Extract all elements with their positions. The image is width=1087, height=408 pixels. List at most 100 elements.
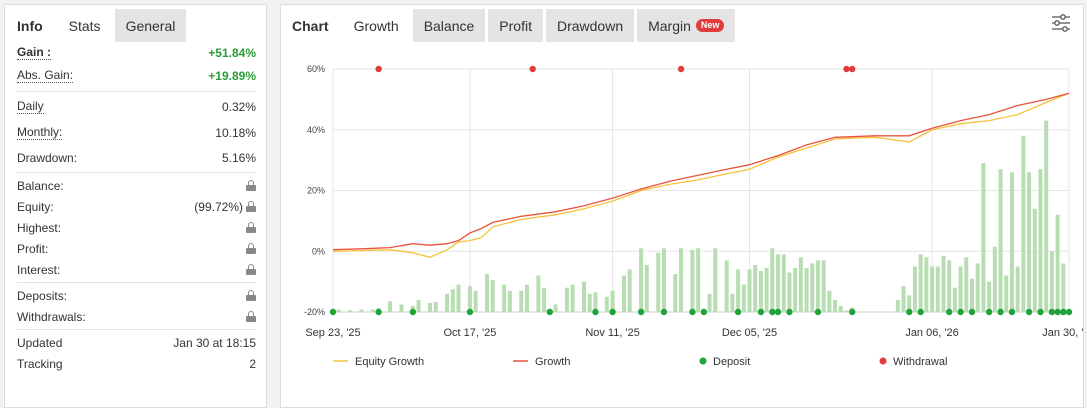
updated-value: Jan 30 at 18:15	[173, 335, 256, 350]
deposit-marker	[1008, 308, 1016, 316]
chart-bar	[821, 260, 826, 312]
chart-panel: Chart Growth Balance Profit Drawdown Mar…	[280, 4, 1084, 408]
chart-bar	[690, 249, 695, 312]
tab-general[interactable]: General	[114, 9, 187, 42]
chart-bar	[958, 266, 963, 312]
lock-icon	[246, 180, 256, 191]
deposit-marker	[689, 308, 696, 316]
drawdown-label: Drawdown:	[17, 151, 78, 165]
stat-tracking: Tracking 2	[17, 353, 256, 374]
deposit-marker	[848, 308, 856, 316]
stat-abs-gain: Abs. Gain: +19.89%	[17, 63, 256, 89]
legend-label: Deposit	[713, 356, 750, 368]
equity-label: Equity:	[17, 199, 54, 214]
deposit-marker	[409, 308, 417, 316]
chart-bar	[844, 310, 849, 312]
chart-bar	[1021, 135, 1026, 312]
deposit-marker	[917, 308, 924, 316]
deposit-marker	[985, 308, 993, 316]
chart-legend: Equity Growth Growth Deposit Withdrawal	[333, 356, 947, 368]
chart-bar	[1061, 263, 1066, 312]
chart-bar	[336, 309, 341, 312]
deposit-marker	[466, 308, 474, 316]
deposit-marker	[945, 308, 953, 316]
daily-label[interactable]: Daily	[17, 99, 44, 114]
abs-gain-value: +19.89%	[208, 69, 256, 83]
deposit-marker	[1060, 308, 1067, 316]
chart-bar	[952, 287, 957, 312]
chart-bar	[445, 293, 450, 312]
divider	[17, 91, 256, 92]
chart-bar	[930, 266, 935, 312]
chart-bar	[736, 269, 741, 312]
chart-bar	[941, 255, 946, 312]
stat-deposits: Deposits:	[17, 285, 256, 306]
monthly-label[interactable]: Monthly:	[17, 125, 63, 140]
sliders-icon[interactable]	[1051, 14, 1071, 32]
chart-bar	[776, 254, 781, 312]
chart-bar	[781, 254, 786, 312]
deposit-marker	[957, 308, 964, 316]
stat-withdrawals: Withdrawals:	[17, 306, 256, 327]
chart-bar	[467, 286, 472, 312]
divider	[17, 282, 256, 283]
tab-balance[interactable]: Balance	[412, 9, 486, 42]
chart-bar	[741, 284, 746, 312]
tab-chart[interactable]: Chart	[292, 17, 329, 34]
chart-bar	[1055, 214, 1060, 312]
chart-bar	[975, 263, 980, 312]
deposit-marker	[700, 308, 708, 316]
chart-bar	[644, 264, 649, 312]
deposit-marker	[769, 308, 776, 316]
chart-bars	[331, 120, 1071, 312]
lock-icon	[246, 311, 256, 322]
chart-bar	[758, 270, 763, 312]
abs-gain-label[interactable]: Abs. Gain:	[17, 68, 74, 83]
balance-label: Balance:	[17, 178, 64, 193]
tab-info[interactable]: Info	[17, 17, 43, 34]
deposit-marker	[592, 308, 599, 316]
x-tick-label: Jan 30, '26	[1042, 327, 1083, 339]
deposit-marker	[546, 308, 554, 316]
chart-bar	[456, 284, 461, 312]
chart-bar	[787, 272, 792, 312]
divider	[17, 172, 256, 173]
chart-bar	[416, 299, 421, 312]
x-tick-label: Oct 17, '25	[444, 327, 497, 339]
chart-bar	[553, 304, 558, 312]
highest-label: Highest:	[17, 220, 62, 235]
x-tick-label: Dec 05, '25	[722, 327, 777, 339]
chart-bar	[753, 264, 758, 312]
chart-bar	[1009, 172, 1014, 312]
withdrawal-marker	[848, 65, 856, 73]
chart-bar	[661, 248, 666, 312]
tab-margin[interactable]: Margin New	[637, 9, 736, 42]
chart-bar	[1038, 169, 1043, 312]
legend-swatch	[699, 357, 707, 365]
chart-bar	[564, 287, 569, 312]
chart-bar	[587, 293, 592, 312]
tab-drawdown[interactable]: Drawdown	[545, 9, 635, 42]
withdrawal-marker	[843, 65, 850, 73]
tab-growth[interactable]: Growth	[342, 9, 410, 42]
chart-bar	[764, 267, 769, 312]
chart-bar	[747, 269, 752, 312]
chart-lines	[332, 92, 1070, 258]
tab-margin-label: Margin	[648, 17, 691, 34]
deposit-marker	[968, 308, 976, 316]
chart-bar	[987, 281, 992, 312]
chart-bar	[427, 302, 432, 312]
tab-profit[interactable]: Profit	[488, 9, 543, 42]
chart-bar	[485, 274, 490, 312]
gain-label[interactable]: Gain :	[17, 44, 52, 60]
stat-monthly: Monthly: 10.18%	[17, 120, 256, 146]
chart-bar	[833, 299, 838, 312]
chart-bar	[907, 295, 912, 312]
legend-deposit: Deposit	[699, 356, 750, 368]
legend-growth: Growth	[513, 356, 570, 368]
chart-bar	[1027, 172, 1032, 312]
tab-stats[interactable]: Stats	[57, 9, 112, 42]
chart-bar	[730, 293, 735, 312]
y-tick-label: 40%	[307, 125, 325, 135]
new-badge: New	[695, 19, 725, 32]
